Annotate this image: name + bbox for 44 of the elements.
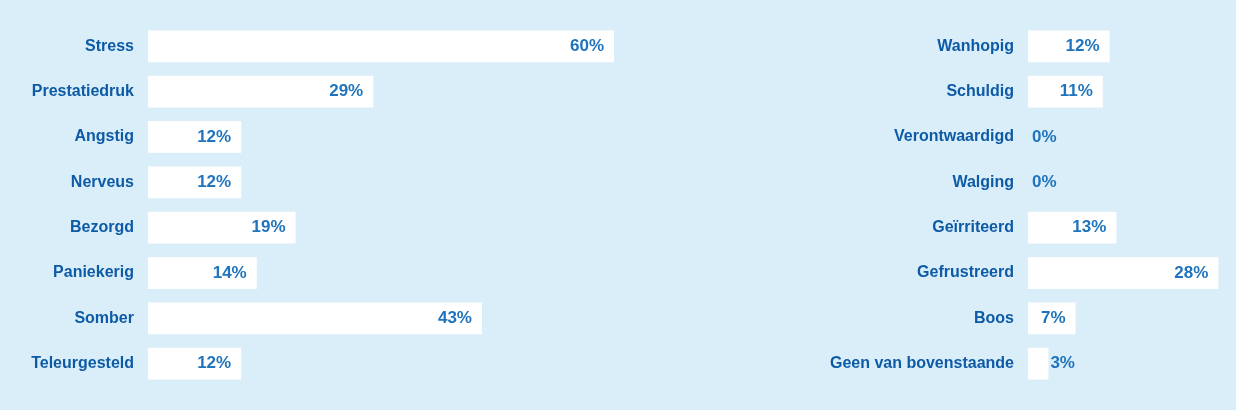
bar (148, 257, 257, 289)
bar (1028, 30, 1110, 63)
bar (148, 302, 482, 335)
y-tick-label: Schuldig (946, 82, 1014, 100)
data-label: 12% (197, 126, 232, 146)
y-tick-label: Bezorgd (70, 218, 134, 236)
data-label: 43% (437, 308, 472, 328)
bar (1028, 347, 1049, 380)
data-label: 0% (1032, 126, 1057, 146)
y-tick-label: Geïrriteerd (932, 218, 1014, 236)
data-label: 14% (212, 262, 247, 282)
data-label: 12% (197, 172, 232, 192)
bar (148, 166, 242, 199)
data-label: 12% (1065, 35, 1100, 55)
data-label: 19% (251, 217, 286, 237)
y-tick-label: Somber (74, 308, 134, 326)
y-tick-label: Gefrustreerd (917, 263, 1014, 281)
y-tick-label: Nerveus (70, 172, 135, 190)
y-tick-label: Verontwaardigd (893, 127, 1014, 145)
bar (1028, 211, 1117, 244)
y-tick-label: Geen van bovenstaande (829, 354, 1015, 372)
y-tick-label: Wanhopig (937, 36, 1014, 54)
y-tick-label: Stress (85, 36, 135, 54)
bar (148, 30, 614, 63)
bar (1028, 257, 1219, 289)
data-label: 60% (569, 35, 604, 55)
bar (148, 75, 374, 108)
y-tick-label: Prestatiedruk (31, 82, 135, 100)
y-tick-label: Angstig (74, 127, 134, 145)
y-tick-label: Paniekerig (53, 263, 134, 281)
data-label: 29% (329, 81, 364, 101)
bar (148, 347, 242, 380)
data-label: 11% (1059, 81, 1093, 101)
y-tick-label: Boos (974, 308, 1015, 326)
data-label: 28% (1174, 262, 1209, 282)
data-label: 13% (1072, 217, 1107, 237)
data-label: 7% (1041, 308, 1066, 328)
bar (148, 211, 296, 244)
data-label: 0% (1032, 172, 1057, 192)
y-tick-label: Teleurgesteld (31, 354, 134, 372)
data-label: 12% (197, 353, 232, 373)
y-tick-label: Walging (952, 172, 1014, 190)
bar (148, 121, 242, 153)
data-label: 3% (1050, 353, 1075, 373)
